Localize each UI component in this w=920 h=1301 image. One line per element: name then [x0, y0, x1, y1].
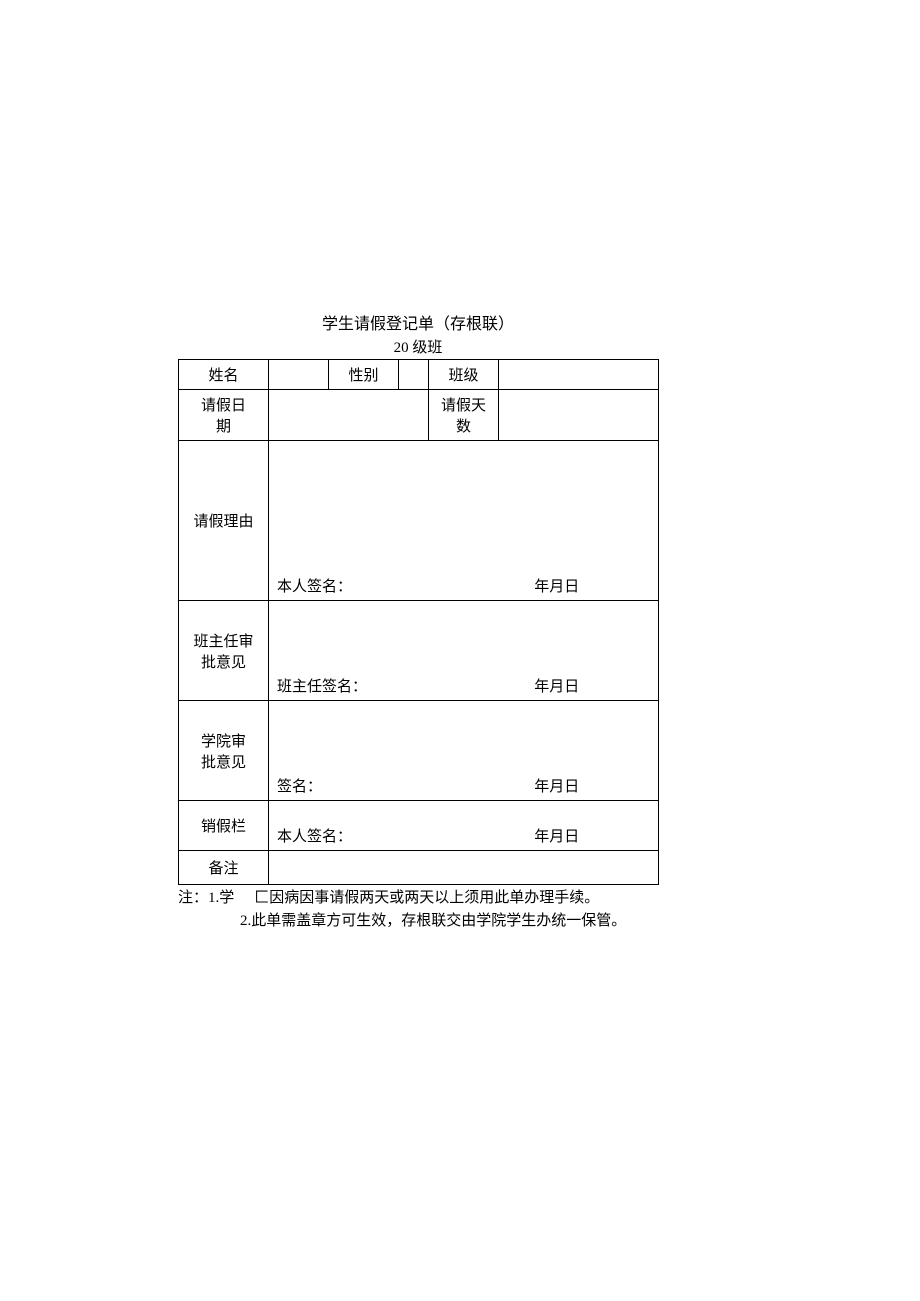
cancel-signature-row: 本人签名： 年月日: [269, 825, 658, 846]
note1-b: 匚因病因事请假两天或两天以上须用此单办理手续。: [254, 887, 599, 910]
remark-value: [269, 851, 659, 885]
note2-num: 2.: [240, 910, 251, 933]
leave-days-label-l2: 数: [456, 419, 471, 435]
note-line-1: 注： 1. 学 匚因病因事请假两天或两天以上须用此单办理手续。: [178, 887, 658, 910]
name-value: [269, 360, 329, 390]
note1-num: 1.: [208, 887, 219, 910]
teacher-date-label: 年月日: [464, 675, 651, 696]
leave-days-label: 请假天 数: [429, 390, 499, 441]
cancel-label: 销假栏: [179, 801, 269, 851]
form-title: 学生请假登记单（存根联）: [178, 310, 658, 334]
reason-label: 请假理由: [179, 441, 269, 601]
teacher-label-l2: 批意见: [201, 655, 246, 671]
college-label-l2: 批意见: [201, 755, 246, 771]
leave-date-label: 请假日 期: [179, 390, 269, 441]
notes-section: 注： 1. 学 匚因病因事请假两天或两天以上须用此单办理手续。 2. 此单需盖章…: [178, 887, 658, 932]
college-cell: 签名： 年月日: [269, 701, 659, 801]
college-date-label: 年月日: [464, 775, 651, 796]
note1-a: 学: [219, 887, 234, 910]
page-container: 学生请假登记单（存根联） 20 级班 姓名 性别 班级 请假日 期: [0, 0, 920, 932]
teacher-label-l1: 班主任审: [193, 634, 253, 650]
gender-label: 性别: [329, 360, 399, 390]
college-label-l1: 学院审: [201, 734, 246, 750]
leave-date-value: [269, 390, 429, 441]
note1-gap: [234, 887, 254, 910]
row-teacher-approval: 班主任审 批意见 班主任签名： 年月日: [179, 601, 659, 701]
row-basic-info: 姓名 性别 班级: [179, 360, 659, 390]
leave-days-label-l1: 请假天: [441, 398, 486, 414]
row-reason: 请假理由 本人签名： 年月日: [179, 441, 659, 601]
class-value: [499, 360, 659, 390]
note-prefix: 注：: [178, 887, 208, 910]
row-leave-dates: 请假日 期 请假天 数: [179, 390, 659, 441]
leave-date-label-l1: 请假日: [201, 398, 246, 414]
gender-value: [399, 360, 429, 390]
leave-date-label-l2: 期: [216, 419, 231, 435]
cancel-sign-label: 本人签名：: [277, 825, 464, 846]
note2-text: 此单需盖章方可生效，存根联交由学院学生办统一保管。: [251, 910, 626, 933]
teacher-sign-label: 班主任签名：: [277, 675, 464, 696]
name-label: 姓名: [179, 360, 269, 390]
reason-date-label: 年月日: [464, 575, 651, 596]
remark-label: 备注: [179, 851, 269, 885]
reason-cell: 本人签名： 年月日: [269, 441, 659, 601]
row-cancel: 销假栏 本人签名： 年月日: [179, 801, 659, 851]
college-label: 学院审 批意见: [179, 701, 269, 801]
cancel-date-label: 年月日: [464, 825, 651, 846]
class-label: 班级: [429, 360, 499, 390]
leave-days-value: [499, 390, 659, 441]
teacher-label: 班主任审 批意见: [179, 601, 269, 701]
teacher-signature-row: 班主任签名： 年月日: [269, 675, 658, 696]
college-sign-label: 签名：: [277, 775, 464, 796]
cancel-cell: 本人签名： 年月日: [269, 801, 659, 851]
row-college-approval: 学院审 批意见 签名： 年月日: [179, 701, 659, 801]
note-line-2: 2. 此单需盖章方可生效，存根联交由学院学生办统一保管。: [178, 910, 658, 933]
college-signature-row: 签名： 年月日: [269, 775, 658, 796]
teacher-cell: 班主任签名： 年月日: [269, 601, 659, 701]
row-remark: 备注: [179, 851, 659, 885]
form-subtitle: 20 级班: [178, 336, 658, 357]
reason-sign-label: 本人签名：: [277, 575, 464, 596]
reason-signature-row: 本人签名： 年月日: [269, 575, 658, 596]
leave-form-table: 姓名 性别 班级 请假日 期 请假天 数 请假理由 本人签名：: [178, 359, 659, 885]
